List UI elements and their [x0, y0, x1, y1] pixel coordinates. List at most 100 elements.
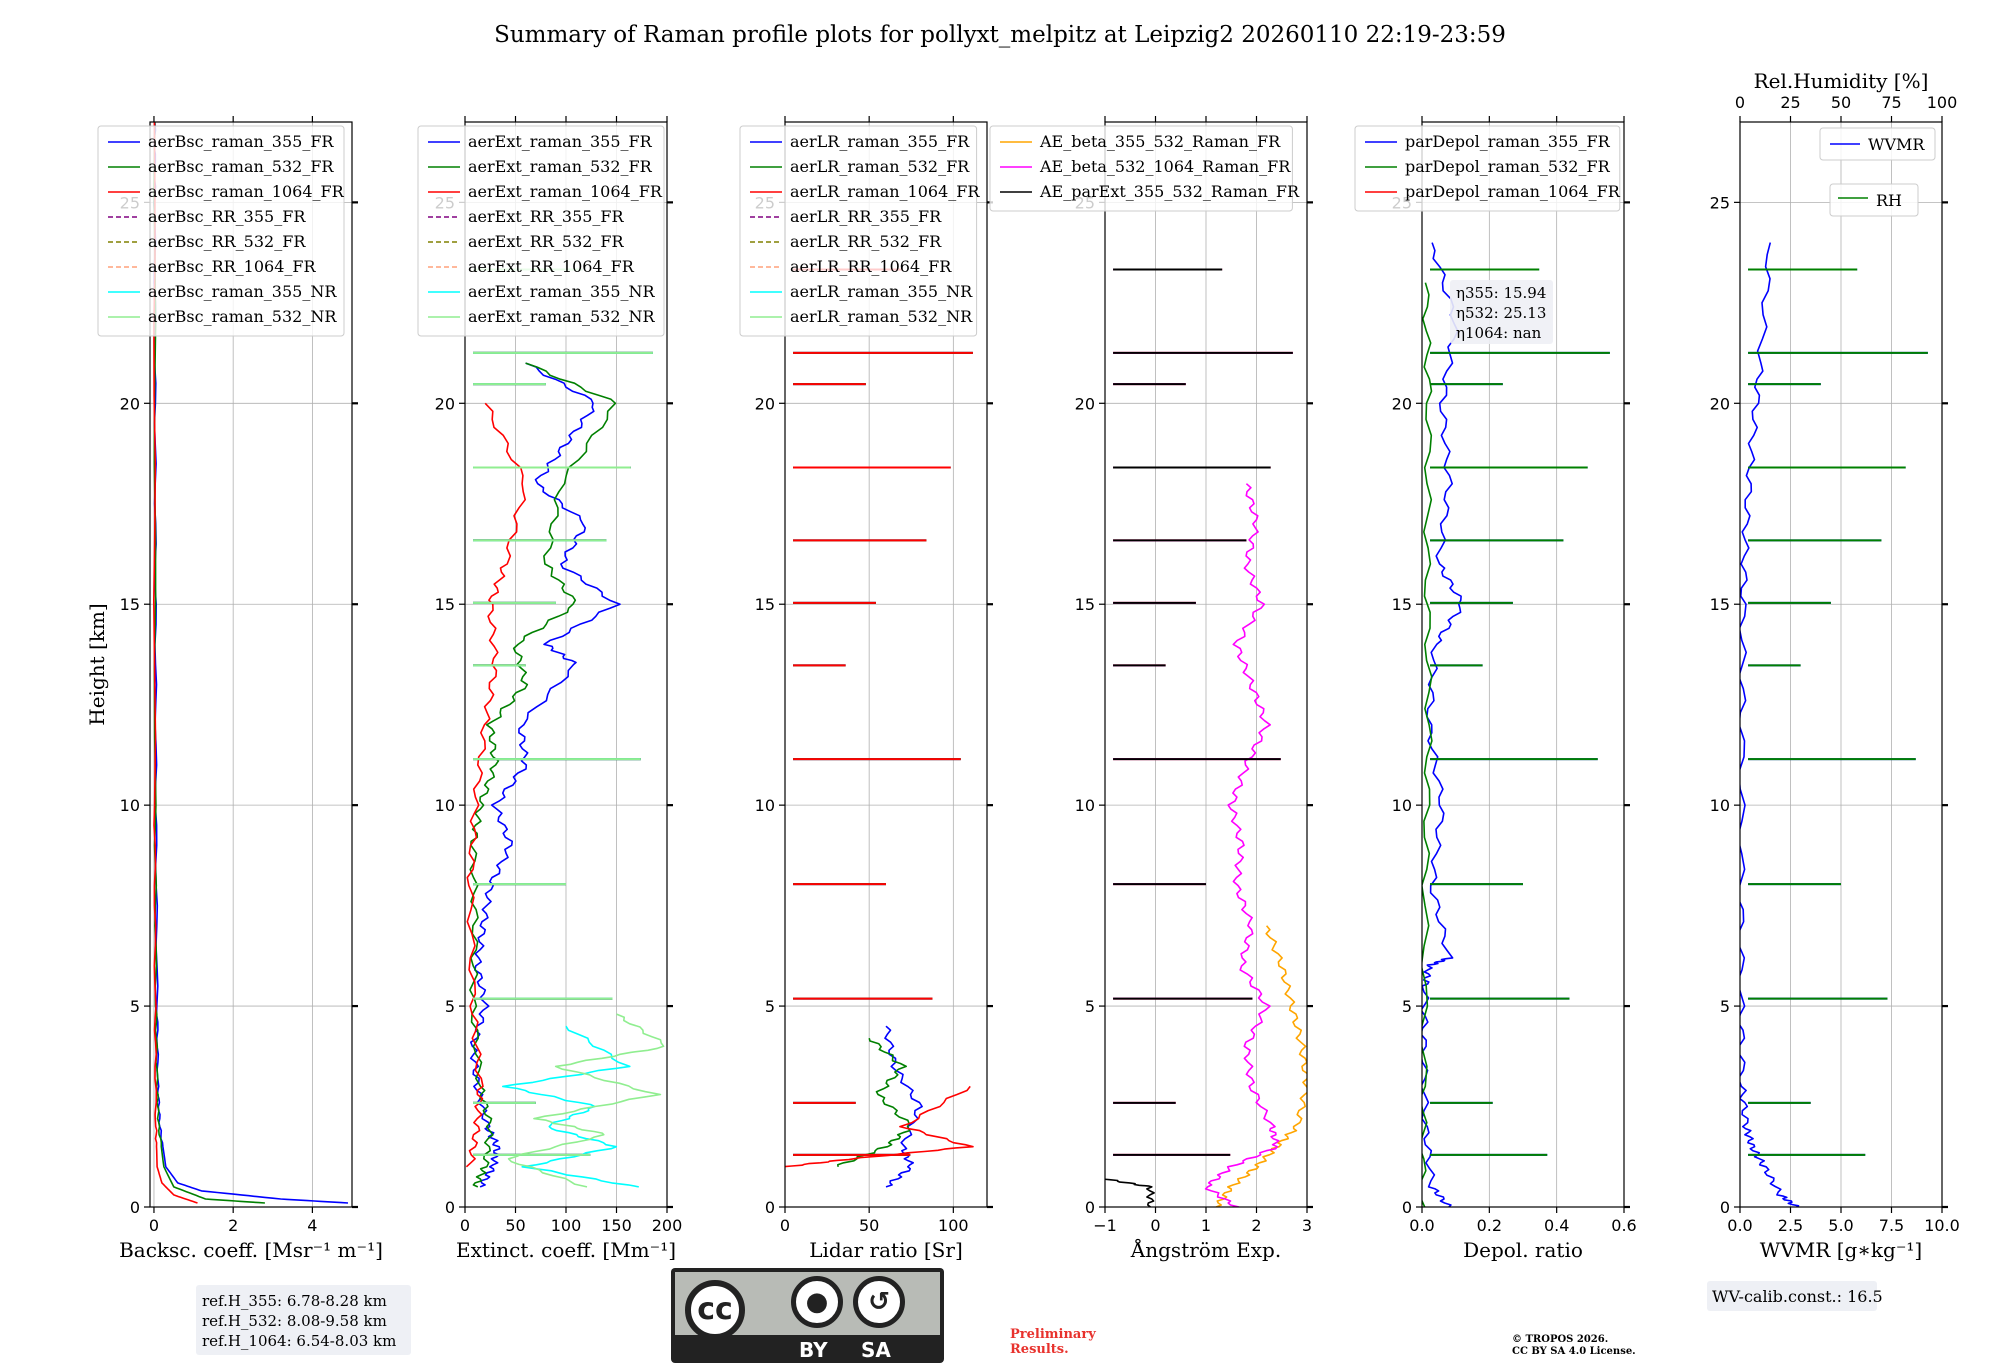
reference-height-text: ref.H_532: 8.08-9.58 km — [202, 1312, 387, 1330]
x-axis-label: WVMR [g∗kg⁻¹] — [1760, 1238, 1922, 1262]
x-tick-label: −1 — [1093, 1216, 1117, 1235]
y-tick-label: 25 — [1710, 193, 1730, 212]
legend-label: aerExt_raman_532_FR — [468, 157, 653, 176]
legend-label: aerExt_raman_532_NR — [468, 307, 656, 326]
y-tick-label: 5 — [765, 997, 775, 1016]
x-tick-label: 0.4 — [1544, 1216, 1569, 1235]
y-tick-label: 5 — [1402, 997, 1412, 1016]
x-tick-label: 0.6 — [1611, 1216, 1636, 1235]
legend-box: parDepol_raman_355_FR parDepol_raman_532_… — [1354, 125, 1621, 212]
x-tick-label: 2.5 — [1778, 1216, 1803, 1235]
x-axis-label: Depol. ratio — [1463, 1238, 1583, 1262]
legend-label: aerLR_RR_355_FR — [790, 207, 942, 226]
x2-tick-label: 25 — [1780, 93, 1800, 112]
y-tick-label: 20 — [120, 394, 140, 413]
wv-calibration-text: WV-calib.const.: 16.5 — [1712, 1287, 1883, 1306]
cc-license-badge: cc ● ↺ BY SA — [671, 1268, 944, 1363]
y-tick-label: 20 — [1075, 394, 1095, 413]
wv-calibration-box: WV-calib.const.: 16.5 — [1707, 1281, 1883, 1311]
legend-box: WVMR — [1819, 127, 1936, 161]
x-tick-label: 100 — [551, 1216, 582, 1235]
y-tick-label: 5 — [445, 997, 455, 1016]
copyright-line: CC BY SA 4.0 License. — [1512, 1346, 1636, 1357]
x-tick-label: 0.0 — [1409, 1216, 1434, 1235]
series-line-RH — [1986, 865, 2000, 1207]
x-axis-label: Lidar ratio [Sr] — [809, 1238, 963, 1262]
calibration-constant-text: η1064: nan — [1456, 324, 1542, 342]
y-tick-label: 15 — [1075, 595, 1095, 614]
x-axis-label: Backsc. coeff. [Msr⁻¹ m⁻¹] — [119, 1238, 383, 1262]
legend-label: aerLR_raman_532_NR — [790, 307, 973, 326]
annotation-frame — [1707, 1281, 1877, 1311]
chart-panel-5: 0.00.20.40.60510152025Depol. ratioparDep… — [1354, 116, 1637, 1262]
legend-label: aerBsc_raman_532_NR — [148, 307, 337, 326]
series-group — [1105, 268, 1307, 1207]
y-axis-label: Height [km] — [85, 603, 109, 725]
series-line-aerExt_raman_1064_FR — [465, 402, 527, 1168]
series-group — [1422, 242, 1610, 1207]
y-tick-label: 10 — [1075, 796, 1095, 815]
y-tick-label: 10 — [435, 796, 455, 815]
legend-label: aerBsc_raman_355_NR — [148, 282, 337, 301]
chart-panel-2: 0501001502000510152025Extinct. coeff. [M… — [417, 116, 682, 1262]
x-tick-label: 2 — [1251, 1216, 1261, 1235]
reference-height-text: ref.H_355: 6.78-8.28 km — [202, 1292, 387, 1310]
y-tick-label: 20 — [435, 394, 455, 413]
series-line-aerBsc_raman_355_FR — [153, 122, 349, 1204]
x-tick-label: 0.2 — [1477, 1216, 1502, 1235]
y-tick-label: 15 — [755, 595, 775, 614]
legend-box: aerBsc_raman_355_FR aerBsc_raman_532_FRae… — [97, 125, 345, 337]
x-tick-label: 0 — [1150, 1216, 1160, 1235]
legend-label: aerLR_raman_355_NR — [790, 282, 973, 301]
x-tick-label: 1 — [1201, 1216, 1211, 1235]
series-group — [465, 268, 665, 1188]
y-tick-label: 15 — [120, 595, 140, 614]
annotation-frame — [196, 1285, 411, 1355]
chart-panel-1: 0240510152025Backsc. coeff. [Msr⁻¹ m⁻¹]H… — [85, 116, 411, 1355]
series-line-WVMR — [1740, 242, 1800, 1207]
axes-frame — [1421, 121, 1625, 1208]
x-tick-label: 2 — [228, 1216, 238, 1235]
legend-label: aerExt_RR_1064_FR — [468, 257, 635, 276]
series-line-aerExt_raman_532_NR — [507, 1013, 665, 1188]
calibration-constant-text: η532: 25.13 — [1456, 304, 1546, 322]
preliminary-note: Preliminary Results. — [1010, 1327, 1096, 1357]
legend-box: AE_beta_355_532_Raman_FR AE_beta_532_1064… — [989, 125, 1300, 212]
legend-frame — [1354, 125, 1621, 212]
y-tick-label: 10 — [120, 796, 140, 815]
x2-axis-label: Rel.Humidity [%] — [1754, 69, 1929, 93]
legend-label: aerBsc_RR_1064_FR — [148, 257, 317, 276]
reference-height-box: ref.H_355: 6.78-8.28 km ref.H_532: 8.08-9… — [196, 1285, 411, 1355]
x-tick-label: 7.5 — [1879, 1216, 1904, 1235]
figure-title: Summary of Raman profile plots for polly… — [494, 22, 1506, 48]
legend-frame — [989, 125, 1293, 212]
legend-label: aerBsc_RR_355_FR — [148, 207, 306, 226]
y-tick-label: 15 — [1710, 595, 1730, 614]
legend-label: aerExt_RR_532_FR — [468, 232, 625, 251]
y-tick-label: 0 — [765, 1198, 775, 1217]
y-tick-label: 20 — [755, 394, 775, 413]
legend-label: aerLR_raman_532_FR — [790, 157, 970, 176]
chart-panel-6: 0.0 2.5 5.0 7.5 10.0 0 5 10 15 20 25 WVMR [g∗kg⁻¹] 0… — [1707, 69, 2000, 1311]
reference-height-text: ref.H_1064: 6.54-8.03 km — [202, 1332, 396, 1350]
legend-frame — [1829, 183, 1919, 217]
legend-label: RH — [1876, 191, 1902, 210]
legend-box: aerLR_raman_355_FR aerLR_raman_532_FR aerL… — [739, 125, 980, 337]
cc-icon: cc — [685, 1280, 745, 1340]
chart-panel-3: 0501000510152025Lidar ratio [Sr]aerLR_ra… — [739, 116, 993, 1262]
y-tick-label: 0 — [130, 1198, 140, 1217]
x-tick-label: 0 — [780, 1216, 790, 1235]
x2-tick-label: 75 — [1881, 93, 1901, 112]
x-tick-label: 50 — [859, 1216, 879, 1235]
legend-label: aerLR_raman_1064_FR — [790, 182, 980, 201]
series-line-aerLR_raman_1064_FR — [785, 1085, 974, 1168]
x-tick-label: 3 — [1302, 1216, 1312, 1235]
y-tick-label: 10 — [1710, 796, 1730, 815]
share-alike-icon: ↺ — [853, 1276, 905, 1328]
license-by-label: BY — [799, 1338, 828, 1362]
person-icon: ● — [791, 1276, 843, 1328]
legend-label: parDepol_raman_355_FR — [1405, 132, 1611, 151]
series-line-parDepol_raman_532_FR — [1422, 282, 1433, 1207]
x-tick-label: 10.0 — [1924, 1216, 1960, 1235]
legend-label: WVMR — [1868, 135, 1925, 154]
